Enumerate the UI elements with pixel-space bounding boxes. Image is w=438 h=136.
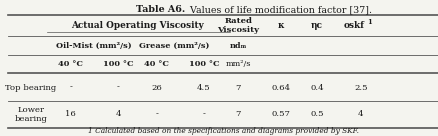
Text: -: - [69, 84, 72, 92]
Text: 0.4: 0.4 [310, 84, 323, 92]
Text: 4: 4 [115, 110, 120, 118]
Text: Lower
bearing: Lower bearing [14, 106, 47, 123]
Text: -: - [155, 110, 158, 118]
Text: 7: 7 [235, 110, 240, 118]
Text: Rated
Viscosity: Rated Viscosity [217, 17, 259, 34]
Text: Grease (mm²/s): Grease (mm²/s) [138, 42, 208, 50]
Text: 7: 7 [235, 84, 240, 92]
Text: 0.5: 0.5 [310, 110, 323, 118]
Text: 40 °C: 40 °C [58, 60, 83, 68]
Text: 0.57: 0.57 [271, 110, 290, 118]
Text: Top bearing: Top bearing [5, 84, 57, 92]
Text: 26: 26 [151, 84, 162, 92]
Text: 4.5: 4.5 [197, 84, 210, 92]
Text: -: - [202, 110, 205, 118]
Text: 100 °C: 100 °C [102, 60, 133, 68]
Text: mm²/s: mm²/s [225, 60, 251, 68]
Text: 1 Calculated based on the specifications and diagrams provided by SKF.: 1 Calculated based on the specifications… [88, 127, 358, 135]
Text: Table A6.: Table A6. [136, 5, 185, 14]
Text: 4: 4 [357, 110, 363, 118]
Text: 2.5: 2.5 [353, 84, 367, 92]
Text: 16: 16 [65, 110, 76, 118]
Text: 1: 1 [366, 18, 371, 26]
Text: ηᴄ: ηᴄ [311, 21, 322, 30]
Text: κ: κ [277, 21, 284, 30]
Text: 40 °C: 40 °C [144, 60, 169, 68]
Text: 0.64: 0.64 [271, 84, 290, 92]
Text: ᴏskf: ᴏskf [343, 21, 364, 30]
Text: Oil-Mist (mm²/s): Oil-Mist (mm²/s) [57, 42, 132, 50]
Text: -: - [116, 84, 119, 92]
Text: 100 °C: 100 °C [188, 60, 219, 68]
Text: Actual Operating Viscosity: Actual Operating Viscosity [71, 21, 203, 30]
Text: Values of life modification factor [37].: Values of life modification factor [37]. [186, 5, 371, 14]
Text: ndₘ: ndₘ [229, 42, 247, 50]
